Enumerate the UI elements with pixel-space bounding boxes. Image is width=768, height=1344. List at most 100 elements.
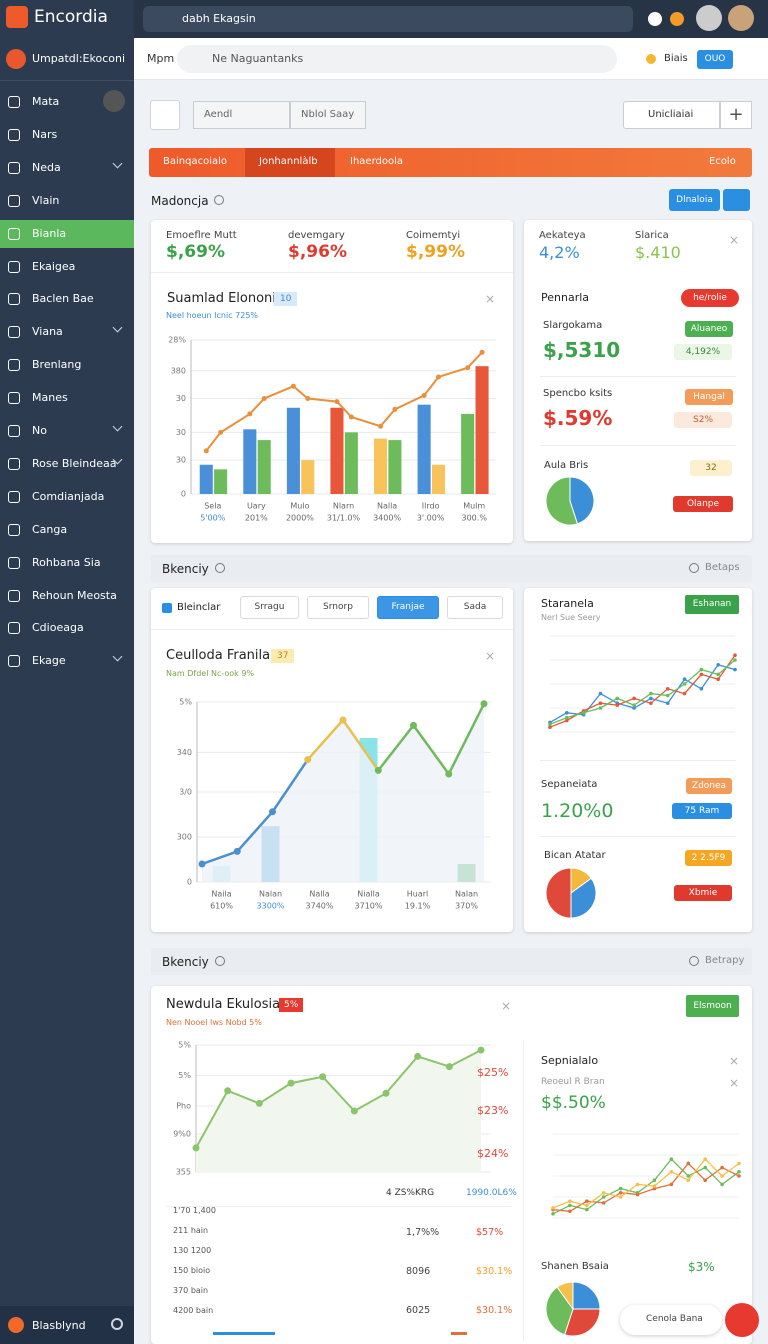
pie-title: Aula Bris: [544, 460, 589, 471]
nav-item[interactable]: Baclen Bae: [0, 285, 134, 313]
nav-item[interactable]: Brenlang: [0, 351, 134, 379]
nav-icon: [8, 556, 20, 569]
chart-button[interactable]: Elsmoon: [686, 995, 739, 1017]
nav-item[interactable]: Rose Bleindeaa: [0, 450, 134, 478]
user-name[interactable]: Biais: [664, 53, 688, 64]
line-segment: [271, 758, 309, 813]
y-tick-label: 9%0: [173, 1129, 191, 1138]
chat-widget[interactable]: Cenola Bana: [620, 1305, 722, 1335]
add-button[interactable]: +: [720, 101, 752, 129]
nav-item[interactable]: Neda: [0, 154, 134, 182]
divider: [540, 445, 736, 446]
nav-item[interactable]: Viana: [0, 318, 134, 346]
close-button[interactable]: ×: [729, 1054, 740, 1068]
pie-chart: [545, 867, 597, 919]
point: [304, 756, 312, 764]
point: [198, 860, 206, 868]
row-badge: Aluaneo: [685, 321, 733, 337]
nav-icon: [8, 260, 20, 273]
chat-button[interactable]: [725, 1303, 759, 1337]
close-button[interactable]: ×: [485, 649, 496, 663]
nav-label: Rehoun Meosta: [32, 588, 117, 602]
home-button[interactable]: [150, 100, 180, 130]
point: [287, 1079, 295, 1087]
top-icon[interactable]: [696, 5, 722, 31]
panel-title: Staranela: [541, 597, 594, 610]
close-button[interactable]: ×: [729, 1076, 740, 1090]
line-chart: 355 9%0 Pho 5% 5%: [173, 1041, 491, 1177]
row-value: $,5310: [543, 338, 621, 362]
section-dropdown[interactable]: [723, 189, 750, 211]
close-button[interactable]: ×: [729, 233, 740, 247]
tab-right[interactable]: Ecolo: [709, 156, 736, 167]
chevron: [112, 322, 123, 333]
x-sublabel: 3710%: [355, 902, 383, 911]
x-sublabel: 300.%: [462, 514, 488, 523]
nav-item[interactable]: Mata: [0, 88, 134, 116]
top-icon[interactable]: [670, 12, 684, 26]
mini-line-chart: [551, 1133, 741, 1219]
header-button[interactable]: OUO: [697, 50, 733, 69]
close-button[interactable]: ×: [501, 999, 512, 1013]
filter-tab[interactable]: Srragu: [240, 596, 299, 619]
toolbar-field[interactable]: Nblol Saay: [290, 101, 366, 129]
nav-item[interactable]: Manes: [0, 384, 134, 412]
section-right[interactable]: Betaps: [705, 562, 740, 573]
nav-item[interactable]: Vlain: [0, 187, 134, 215]
nav-item[interactable]: Rehoun Meosta: [0, 582, 134, 610]
tab[interactable]: Bainqacoialo: [163, 156, 227, 167]
series-line: [195, 1049, 482, 1149]
settings-icon[interactable]: [111, 1318, 123, 1330]
x-sublabel: 5'00%: [200, 514, 225, 523]
series-line: [552, 1162, 740, 1212]
nav-item[interactable]: Ekage: [0, 647, 134, 675]
nav-item[interactable]: Cdioeaga: [0, 614, 134, 642]
nav-item[interactable]: Ekaigea: [0, 253, 134, 281]
section-right[interactable]: Betrapy: [705, 955, 745, 966]
tab[interactable]: Ihaerdoola: [350, 156, 403, 167]
y-tick-label: 28%: [168, 336, 186, 345]
panel-subtitle: Reoeul R Bran: [541, 1077, 605, 1087]
nav-icon: [8, 128, 20, 141]
combo-chart: 0 300 3/0 340 5% Naila 610% Nalan 3300% Nalla 3740…: [177, 698, 491, 911]
nav-label: Rohbana Sia: [32, 555, 101, 569]
nav-label: Bianla: [32, 226, 67, 240]
filter-tab[interactable]: Sada: [447, 596, 503, 619]
badge[interactable]: he/rolie: [681, 289, 739, 307]
nav-icon: [8, 425, 20, 437]
nav-item[interactable]: Rohbana Sia: [0, 549, 134, 577]
top-icon[interactable]: [648, 12, 662, 26]
filter-tab[interactable]: Srnorp: [307, 596, 369, 619]
header-search-text: Ne Naguantanks: [212, 52, 304, 65]
x-tick-label: Nialla: [357, 890, 380, 899]
pie-note: 32: [690, 460, 732, 476]
nav-item[interactable]: Canga: [0, 516, 134, 544]
filter-tab[interactable]: Franjae: [377, 596, 439, 619]
panel-badge[interactable]: Eshanan: [685, 595, 739, 614]
nav-item[interactable]: Comdianjada: [0, 483, 134, 511]
kpi-value: $,69%: [166, 242, 225, 262]
header-search[interactable]: [177, 45, 617, 73]
bar: [257, 440, 271, 494]
progress-bar: [451, 1332, 467, 1335]
value-label: $24%: [477, 1147, 509, 1160]
x-sublabel: 201%: [245, 514, 268, 523]
top-icon[interactable]: [728, 5, 754, 31]
nav-item[interactable]: Bianla: [0, 219, 134, 248]
panel-title: Sepnialalo: [541, 1054, 599, 1067]
workspace[interactable]: Umpatdl:Ekoconi: [32, 52, 126, 65]
avatar: [103, 90, 125, 112]
line-segment: [377, 724, 415, 772]
nav-item[interactable]: No: [0, 417, 134, 445]
x-sublabel: 610%: [210, 902, 233, 911]
nav-item[interactable]: Nars: [0, 121, 134, 149]
nav-icon: [8, 359, 20, 372]
bar: [286, 407, 300, 494]
global-search[interactable]: [143, 6, 633, 32]
toolbar-search[interactable]: Unicliaiai: [623, 101, 720, 129]
toolbar-field[interactable]: Aendl: [193, 101, 290, 129]
tab[interactable]: Jonhannlàlb: [245, 148, 335, 177]
footer-label[interactable]: Blasblynd: [32, 1319, 86, 1332]
close-button[interactable]: ×: [485, 292, 496, 306]
section-button[interactable]: Dlnaloia: [669, 189, 720, 211]
